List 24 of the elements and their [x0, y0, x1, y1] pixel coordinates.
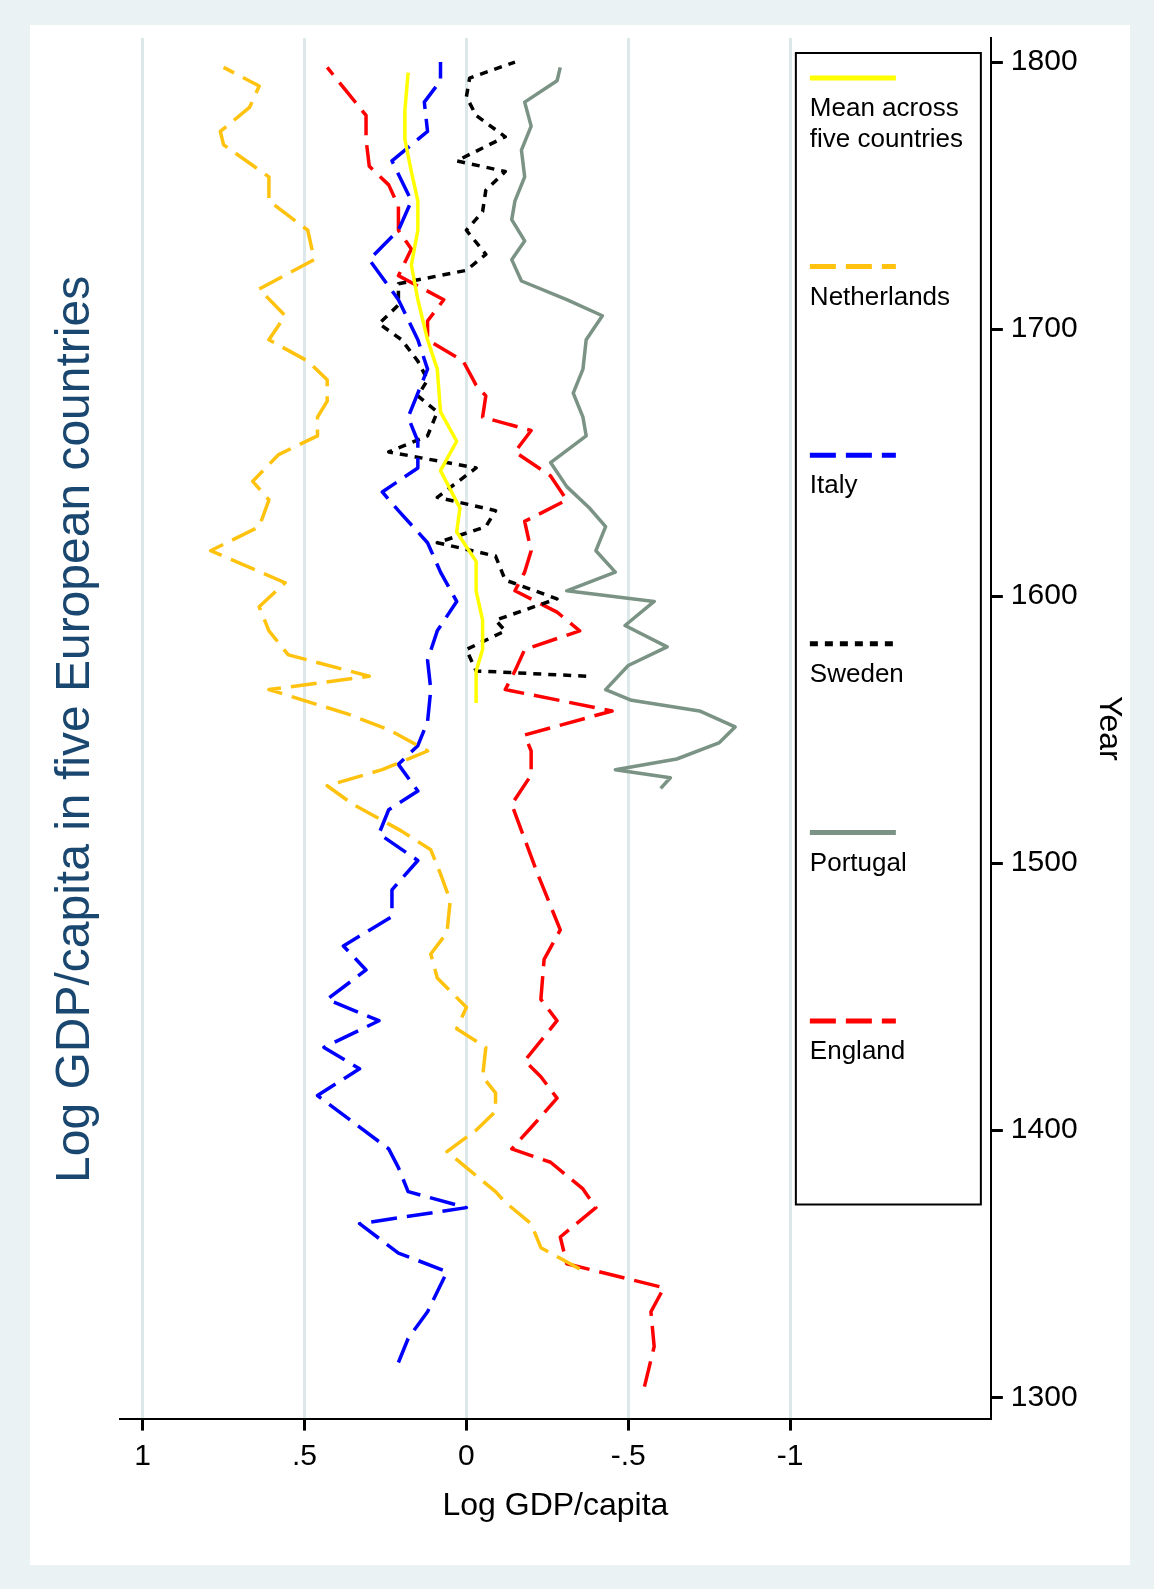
legend-label: Portugal: [809, 846, 907, 877]
x-axis-title: Log GDP/capita: [442, 1485, 669, 1522]
y-tick-label: 1400: [1010, 1111, 1078, 1145]
x-tick-label: 1: [134, 1437, 152, 1471]
y-tick-label: 1800: [1010, 43, 1078, 77]
legend-label: Netherlands: [809, 280, 951, 311]
x-tick-label: -1: [776, 1437, 804, 1471]
legend-label: Sweden: [809, 657, 904, 688]
line-series: [377, 60, 588, 678]
y-tick-label: 1700: [1010, 310, 1078, 344]
legend-label: Italy: [809, 469, 858, 500]
x-tick-label: 0: [458, 1437, 475, 1471]
line-series: [315, 60, 469, 1365]
legend-label: England: [809, 1035, 906, 1066]
y-tick-label: 1300: [1010, 1378, 1078, 1412]
legend-label: Mean across five countries: [809, 92, 964, 154]
y-axis-title: Year: [1092, 695, 1129, 761]
line-series: [325, 65, 666, 1389]
text: Log GDP/capita in five European countries: [45, 274, 100, 1185]
y-tick-label: 1500: [1010, 844, 1078, 878]
x-tick-label: -.5: [610, 1437, 646, 1471]
line-series: [208, 65, 582, 1271]
y-tick-label: 1600: [1010, 577, 1078, 611]
x-tick-label: .5: [292, 1437, 318, 1471]
